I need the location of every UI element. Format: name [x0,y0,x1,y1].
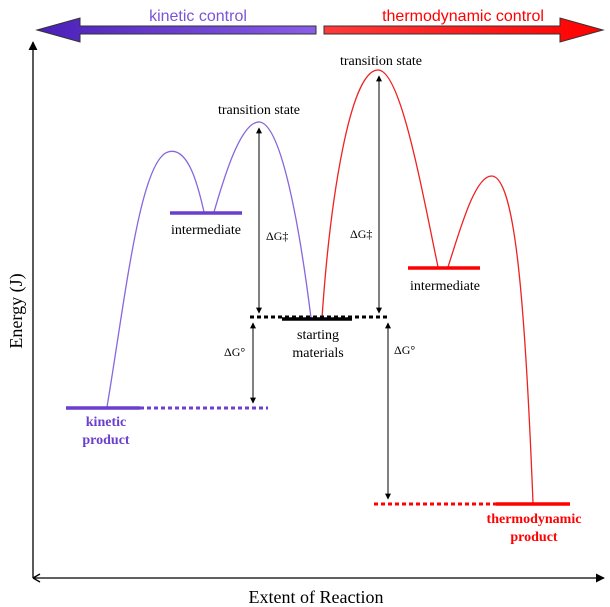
thermo-product-label-line2: product [510,530,558,545]
transition-state-right-label: transition state [340,54,422,69]
thermo-product-label-line1: thermodynamic [487,512,582,527]
kinetic-control-label: kinetic control [149,8,247,25]
kinetic-product-label-line2: product [82,433,130,448]
kinetic-control-arrow [35,17,317,43]
thermodynamic-control-arrow [323,17,605,43]
y-axis-label: Energy (J) [6,273,27,348]
kinetic-pathway-curve [106,121,312,408]
x-axis-label: Extent of Reaction [249,587,384,607]
x-axis-left-cap2 [32,577,41,583]
starting-materials-label-line2: materials [292,346,343,361]
x-axis-left-cap [32,573,41,579]
dg-activation-right-label: ΔG‡ [350,227,372,241]
starting-materials-label-line1: starting [297,328,339,343]
intermediate-right-label: intermediate [410,279,480,294]
transition-state-left-label: transition state [218,103,300,118]
dg-activation-left-label: ΔG‡ [266,229,288,243]
thermodynamic-control-label: thermodynamic control [382,8,544,25]
kinetic-product-label-line1: kinetic [86,415,126,430]
dg-standard-left-label: ΔG° [224,345,245,359]
dg-standard-right-label: ΔG° [394,343,415,357]
thermodynamic-pathway-curve [321,69,534,504]
intermediate-left-label: intermediate [171,223,241,238]
